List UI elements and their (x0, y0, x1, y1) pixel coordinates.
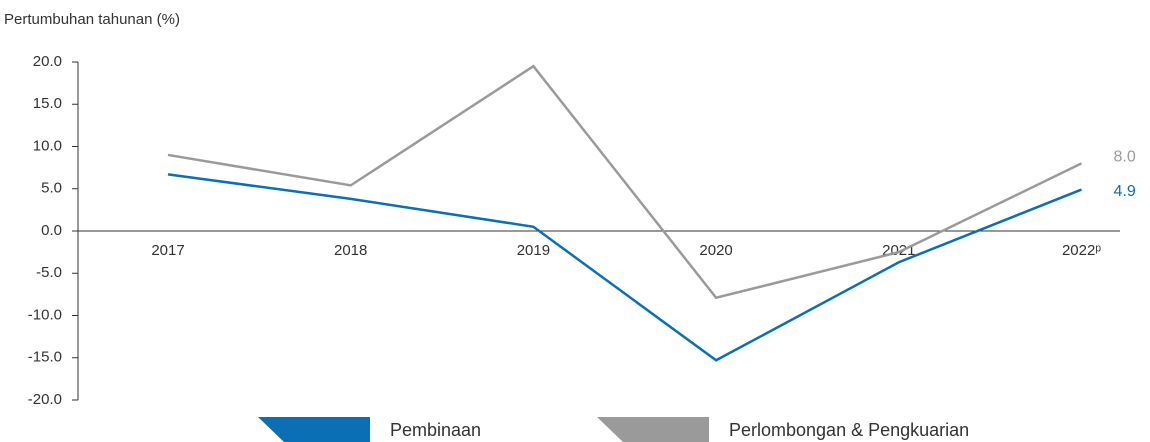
x-tick-label: 2019 (517, 242, 550, 259)
y-tick-label: -15.0 (28, 349, 62, 366)
legend-label: Perlombongan & Pengkuarian (729, 420, 969, 440)
y-tick-label: 0.0 (41, 222, 62, 239)
y-tick-label: 15.0 (33, 95, 62, 112)
x-tick-label: 2017 (151, 242, 184, 259)
legend-swatch (597, 417, 709, 442)
x-tick-label: 2018 (334, 242, 367, 259)
y-tick-label: 10.0 (33, 137, 62, 154)
series-line (167, 173, 1082, 362)
legend-label: Pembinaan (390, 420, 481, 440)
y-tick-label: -20.0 (28, 391, 62, 408)
value-label: 4.9 (1114, 183, 1136, 200)
x-tick-label: 2022ᵖ (1062, 242, 1101, 259)
value-label: 8.0 (1114, 149, 1136, 166)
x-tick-label: 2020 (699, 242, 732, 259)
y-tick-label: -10.0 (28, 306, 62, 323)
y-tick-label: 20.0 (33, 53, 62, 70)
y-axis-label: Pertumbuhan tahunan (%) (4, 11, 180, 28)
series-line (167, 64, 1083, 300)
y-tick-label: 5.0 (41, 180, 62, 197)
legend-swatch (258, 417, 370, 442)
y-tick-label: -5.0 (36, 264, 62, 281)
